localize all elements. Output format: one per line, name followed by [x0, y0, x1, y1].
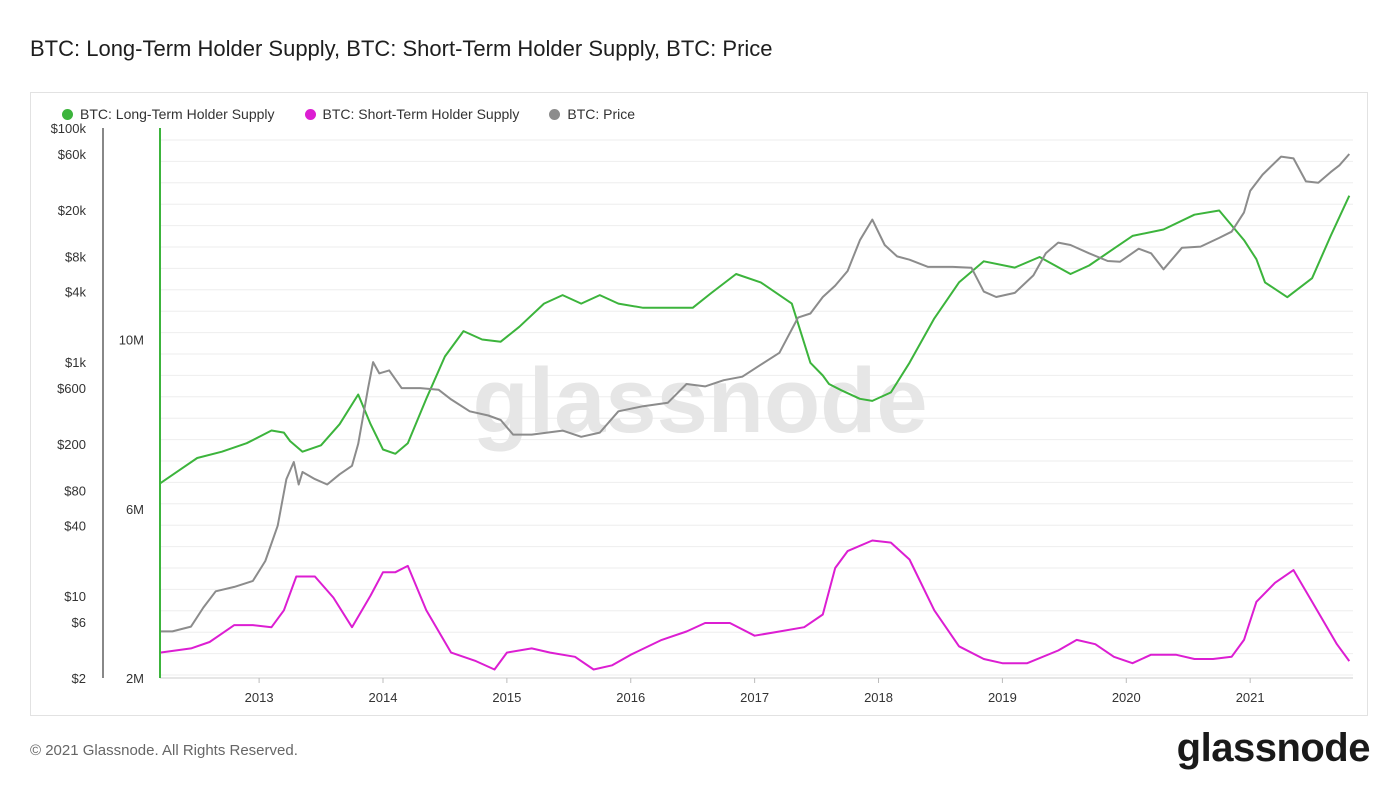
price-tick-label: $4k — [65, 285, 86, 300]
legend-label-sth: BTC: Short-Term Holder Supply — [322, 106, 520, 122]
watermark-text: glassnode — [472, 350, 927, 452]
legend-dot-sth — [304, 108, 316, 120]
x-tick-label: 2018 — [864, 690, 893, 705]
x-tick-label: 2013 — [245, 690, 274, 705]
series-line-price — [160, 153, 1351, 633]
supply-tick-label: 6M — [126, 502, 144, 517]
legend-item-lth[interactable]: BTC: Long-Term Holder Supply — [62, 106, 275, 122]
chart-panel — [30, 92, 1368, 716]
price-tick-label: $40 — [64, 519, 86, 534]
series-line-sth — [159, 539, 1351, 671]
x-tick-label: 2014 — [369, 690, 398, 705]
supply-tick-label: 10M — [119, 333, 144, 348]
chart-title: BTC: Long-Term Holder Supply, BTC: Short… — [30, 36, 773, 61]
legend-dot-lth — [62, 108, 73, 120]
price-tick-label: $8k — [65, 249, 86, 264]
legend-dot-price — [549, 108, 561, 120]
price-tick-label: $600 — [57, 381, 86, 396]
price-tick-label: $1k — [65, 355, 86, 370]
chart-legend: BTC: Long-Term Holder Supply BTC: Short-… — [62, 106, 635, 122]
price-tick-label: $60k — [58, 147, 87, 162]
price-tick-label: $2 — [72, 671, 86, 686]
price-tick-label: $20k — [58, 203, 87, 218]
supply-tick-label: 2M — [126, 671, 144, 686]
price-tick-label: $6 — [72, 615, 86, 630]
price-tick-label: $80 — [64, 483, 86, 498]
glassnode-logo: glassnode — [1176, 726, 1371, 770]
legend-label-price: BTC: Price — [567, 106, 636, 122]
legend-item-price[interactable]: BTC: Price — [549, 106, 635, 122]
x-tick-label: 2016 — [616, 690, 645, 705]
copyright-text: © 2021 Glassnode. All Rights Reserved. — [30, 742, 298, 759]
legend-label-lth: BTC: Long-Term Holder Supply — [80, 106, 275, 122]
price-tick-label: $200 — [57, 437, 86, 452]
x-tick-label: 2015 — [492, 690, 521, 705]
legend-item-sth[interactable]: BTC: Short-Term Holder Supply — [304, 106, 520, 122]
price-tick-label: $100k — [51, 121, 87, 136]
series-line-lth — [159, 195, 1351, 485]
x-tick-label: 2020 — [1112, 690, 1141, 705]
x-tick-label: 2019 — [988, 690, 1017, 705]
x-tick-label: 2017 — [740, 690, 769, 705]
price-tick-label: $10 — [64, 589, 86, 604]
x-tick-label: 2021 — [1236, 690, 1265, 705]
